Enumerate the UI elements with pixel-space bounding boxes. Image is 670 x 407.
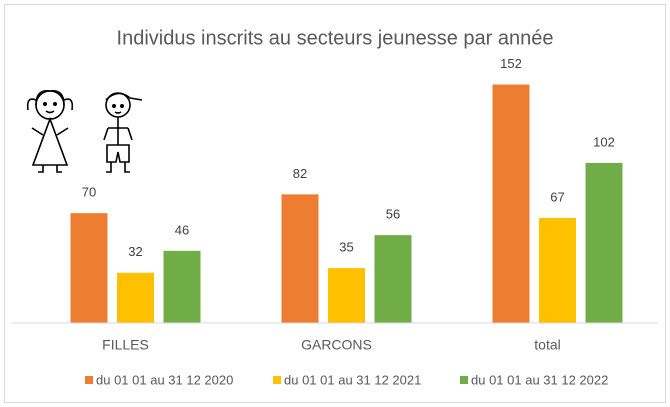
bar bbox=[374, 235, 412, 323]
bar bbox=[585, 162, 623, 323]
bar bbox=[539, 217, 576, 323]
legend-label: du 01 01 au 31 12 2022 bbox=[471, 372, 608, 387]
bar bbox=[328, 268, 365, 323]
x-tick-label: total bbox=[534, 337, 560, 353]
data-label: 102 bbox=[593, 134, 615, 149]
legend-label: du 01 01 au 31 12 2020 bbox=[96, 372, 233, 387]
data-label: 152 bbox=[500, 56, 522, 71]
girl-icon bbox=[26, 89, 74, 173]
data-label: 35 bbox=[339, 240, 353, 255]
legend-label: du 01 01 au 31 12 2021 bbox=[284, 372, 421, 387]
bar bbox=[117, 272, 154, 323]
x-tick-label: GARCONS bbox=[301, 337, 372, 353]
bar bbox=[281, 194, 319, 323]
boy-icon bbox=[103, 92, 143, 173]
data-label: 82 bbox=[293, 166, 307, 181]
data-label: 46 bbox=[175, 222, 189, 237]
legend-swatch bbox=[85, 376, 93, 384]
legend-swatch bbox=[273, 376, 281, 384]
chart-title: Individus inscrits au secteurs jeunesse … bbox=[117, 27, 554, 49]
data-label: 32 bbox=[128, 244, 142, 259]
bar bbox=[492, 84, 530, 323]
data-label: 70 bbox=[82, 185, 96, 200]
bar bbox=[70, 213, 108, 323]
bar bbox=[163, 250, 201, 323]
x-tick-label: FILLES bbox=[102, 337, 149, 353]
legend-swatch bbox=[460, 376, 468, 384]
data-label: 67 bbox=[550, 189, 564, 204]
chart-frame bbox=[4, 4, 666, 403]
data-label: 56 bbox=[386, 207, 400, 222]
